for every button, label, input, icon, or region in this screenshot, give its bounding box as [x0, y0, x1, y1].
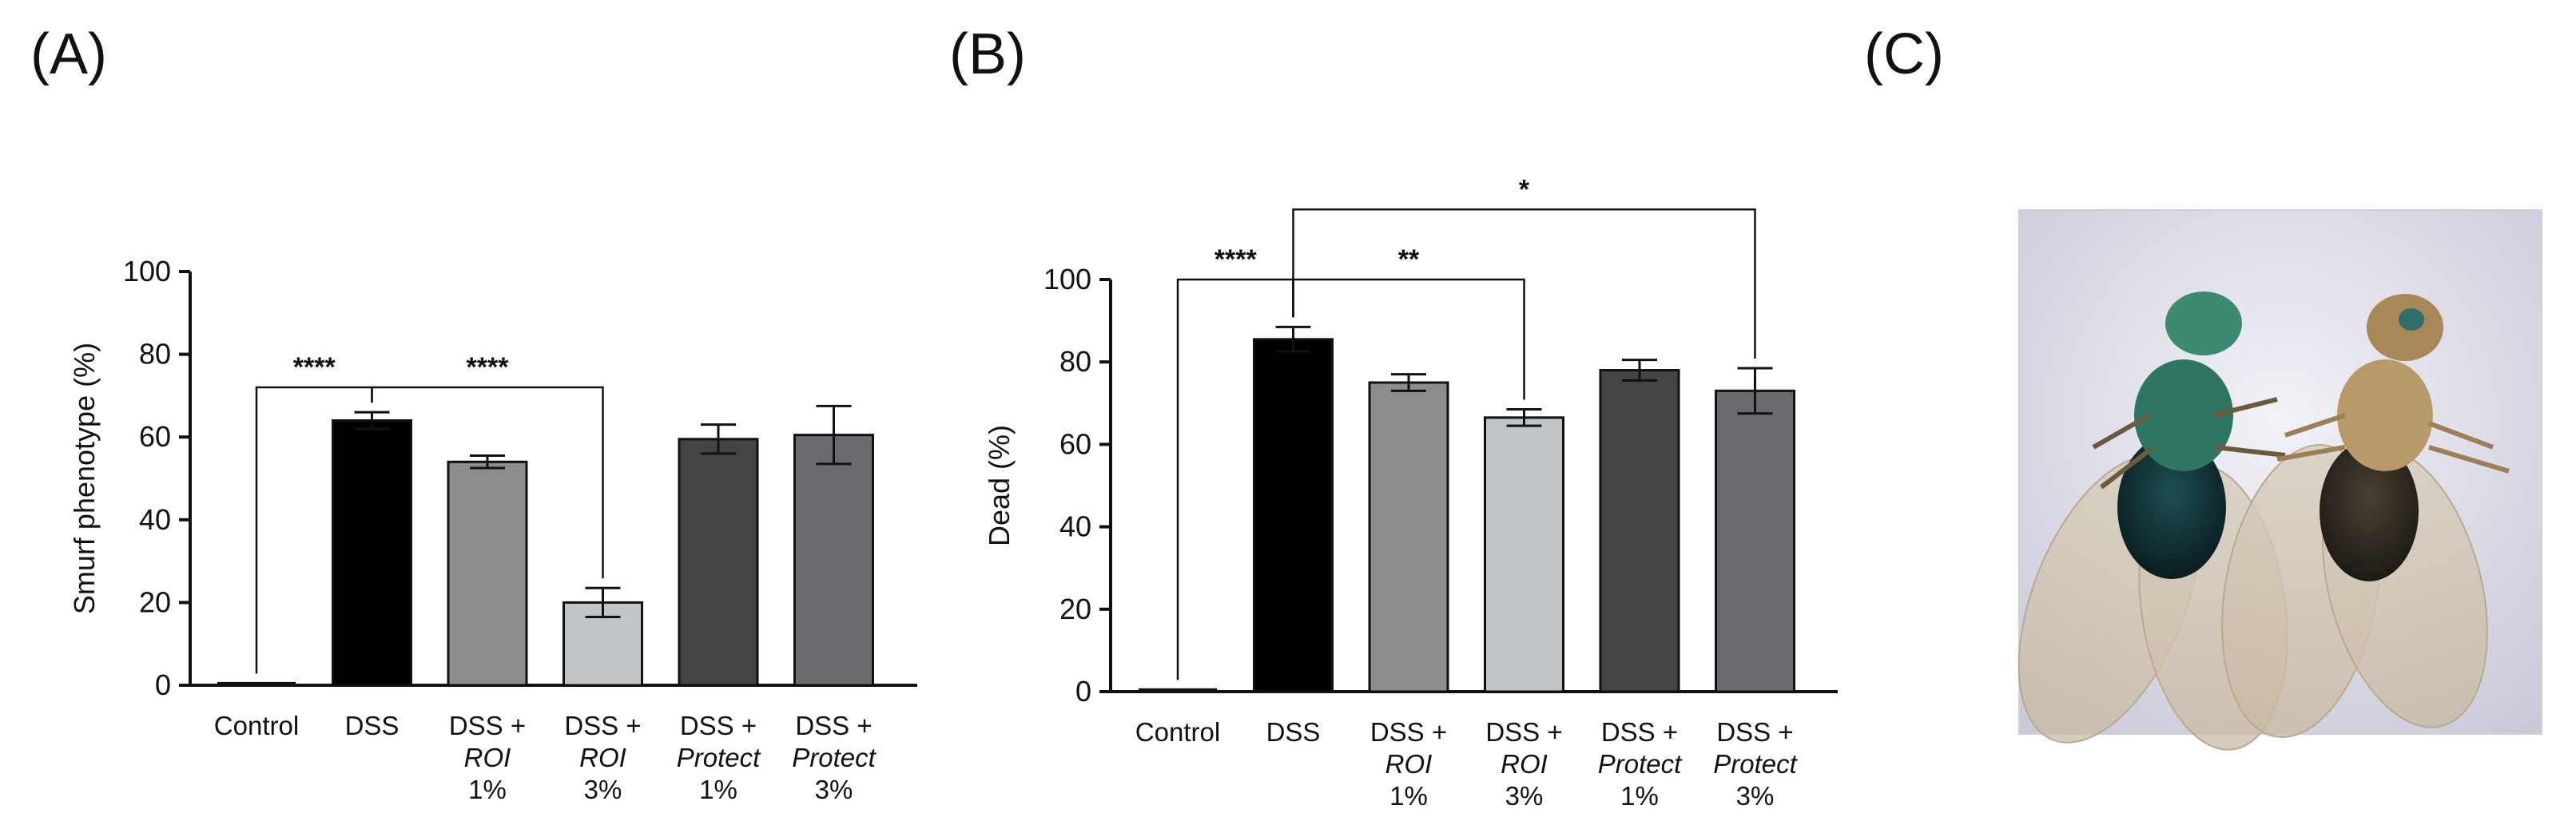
- chart-b-bar: [1715, 389, 1795, 693]
- chart-b-category-label: DSS +: [1485, 717, 1562, 747]
- chart-b-category-label: 3%: [1736, 781, 1775, 811]
- chart-b-category-label: DSS +: [1370, 717, 1447, 747]
- chart-a-bar: [793, 434, 874, 687]
- chart-b-bar: [1368, 381, 1449, 693]
- chart-a: 0 20 40 60 80 100 Smurf phenotype (%) Control DS…: [68, 255, 917, 804]
- panel-label-b: (B): [949, 22, 1026, 86]
- non-smurf-fly: [2221, 294, 2510, 738]
- chart-a-category-label: ROI: [579, 743, 626, 772]
- chart-a-category-label: DSS +: [795, 711, 872, 740]
- chart-a-bar: [447, 460, 528, 687]
- chart-a-y-tick-label: 100: [123, 255, 171, 288]
- left-fly-head: [2165, 292, 2242, 355]
- chart-b-category-label: Protect: [1598, 749, 1683, 779]
- chart-b-significance-label: **: [1398, 244, 1420, 275]
- chart-a-y-axis-title: Smurf phenotype (%): [68, 343, 101, 614]
- chart-b-category-label: DSS: [1266, 717, 1321, 747]
- panel-label-a: (A): [30, 22, 107, 86]
- right-fly-abdomen: [2320, 441, 2419, 581]
- chart-a-category-label: 3%: [815, 775, 853, 804]
- chart-b-category-label: 1%: [1389, 781, 1428, 811]
- chart-b-y-axis-title: Dead (%): [983, 425, 1016, 546]
- chart-a-significance-bracket: [371, 386, 604, 579]
- chart-b-category-label: Control: [1135, 717, 1220, 747]
- chart-b-significance-label: *: [1519, 174, 1530, 204]
- chart-b-bar: [1599, 369, 1680, 693]
- chart-a-y-tick-label: 0: [155, 668, 171, 701]
- chart-b-y-tick-label: 100: [1044, 263, 1091, 296]
- chart-b-category-label: DSS +: [1601, 717, 1678, 747]
- chart-b-bar: [1253, 338, 1334, 693]
- chart-a-y-tick-label: 20: [139, 585, 171, 618]
- chart-b-category-label: ROI: [1385, 749, 1433, 779]
- left-fly-legs: [2092, 397, 2286, 490]
- right-fly-legs: [2276, 413, 2510, 474]
- chart-b-y-tick-label: 60: [1059, 427, 1091, 460]
- chart-b-category-label: 3%: [1505, 781, 1544, 811]
- chart-b-bar: [1484, 416, 1564, 693]
- chart-a-category-label: 1%: [699, 775, 737, 804]
- chart-b-y-tick-label: 80: [1059, 345, 1091, 378]
- fly-photograph: [2017, 209, 2542, 751]
- chart-a-category-label: 1%: [468, 775, 507, 804]
- chart-a-category-label: 3%: [584, 775, 622, 804]
- chart-a-category-label: ROI: [464, 743, 511, 772]
- chart-a-category-label: Control: [214, 711, 299, 740]
- left-fly-thorax: [2134, 359, 2233, 471]
- chart-a-category-label: Protect: [677, 743, 761, 772]
- right-fly-thorax: [2337, 359, 2433, 471]
- chart-a-category-label: DSS +: [680, 711, 757, 740]
- right-fly-eye: [2399, 308, 2424, 331]
- chart-b-y-tick-label: 40: [1059, 510, 1091, 543]
- chart-b-category-label: ROI: [1501, 749, 1548, 779]
- chart-a-category-label: Protect: [792, 743, 877, 772]
- chart-a-category-label: DSS: [345, 711, 400, 740]
- chart-a-y-tick-label: 80: [139, 338, 171, 371]
- chart-a-bar: [332, 418, 412, 687]
- chart-b-category-label: 1%: [1620, 781, 1659, 811]
- left-fly-abdomen: [2117, 435, 2226, 579]
- chart-b-significance-bracket: [1292, 208, 1756, 359]
- chart-a-significance-label: ****: [467, 352, 510, 383]
- chart-a-significance-label: ****: [293, 352, 336, 383]
- chart-b-category-label: Protect: [1713, 749, 1798, 779]
- panel-label-c: (C): [1864, 22, 1944, 86]
- chart-a-category-label: DSS +: [449, 711, 526, 740]
- chart-a-y-tick-label: 60: [139, 420, 171, 453]
- chart-b-category-label: DSS +: [1716, 717, 1793, 747]
- chart-b-significance-label: ****: [1214, 244, 1258, 275]
- chart-b-y-tick-label: 20: [1059, 593, 1091, 625]
- chart-a-bar: [678, 438, 759, 687]
- chart-b-y-tick-label: 0: [1075, 675, 1091, 708]
- chart-a-category-label: DSS +: [564, 711, 641, 740]
- chart-a-y-tick-label: 40: [139, 503, 171, 536]
